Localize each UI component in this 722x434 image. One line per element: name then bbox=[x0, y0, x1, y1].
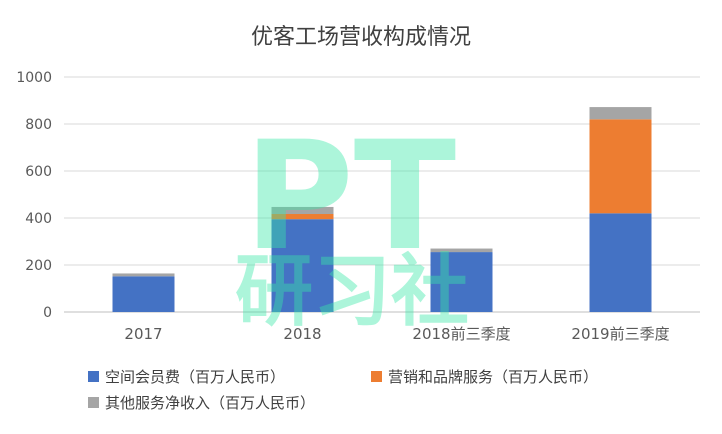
bar-segment-2 bbox=[589, 107, 652, 120]
chart-title: 优客工场营收构成情况 bbox=[251, 25, 471, 50]
bar-segment-1 bbox=[589, 119, 652, 214]
watermark: PT 研习社 bbox=[235, 110, 469, 337]
legend-swatch bbox=[88, 397, 99, 408]
y-tick-label: 600 bbox=[25, 164, 52, 180]
legend-swatch bbox=[371, 371, 382, 382]
x-tick-label: 2017 bbox=[124, 325, 162, 343]
watermark-pt: PT bbox=[244, 110, 456, 284]
y-tick-label: 800 bbox=[25, 117, 52, 133]
bar-segment-0 bbox=[271, 219, 334, 312]
watermark-yanxishe: 研习社 bbox=[235, 247, 469, 337]
y-tick-label: 200 bbox=[25, 258, 52, 274]
bar-segment-0 bbox=[430, 252, 493, 312]
legend-label: 空间会员费（百万人民币） bbox=[105, 368, 285, 386]
bar-segment-0 bbox=[112, 276, 175, 312]
y-tick-label: 0 bbox=[43, 305, 52, 321]
y-tick-label: 400 bbox=[25, 211, 52, 227]
bar-segment-0 bbox=[589, 213, 652, 312]
x-tick-label: 2018前三季度 bbox=[412, 325, 510, 343]
x-axis-ticks: 2017 2018 2018前三季度 2019前三季度 bbox=[124, 325, 669, 343]
y-tick-label: 1000 bbox=[16, 70, 52, 86]
legend-swatch bbox=[88, 371, 99, 382]
bars bbox=[112, 107, 652, 312]
bar-segment-1 bbox=[271, 214, 334, 220]
y-axis-ticks: 0 200 400 600 800 1000 bbox=[16, 70, 52, 321]
x-tick-label: 2019前三季度 bbox=[571, 325, 669, 343]
bar-segment-2 bbox=[271, 206, 334, 215]
legend-label: 营销和品牌服务（百万人民币） bbox=[388, 368, 598, 386]
bar-segment-2 bbox=[112, 273, 175, 277]
legend-label: 其他服务净收入（百万人民币） bbox=[105, 394, 315, 412]
x-tick-label: 2018 bbox=[283, 325, 321, 343]
legend: 空间会员费（百万人民币） 营销和品牌服务（百万人民币） 其他服务净收入（百万人民币） bbox=[88, 368, 598, 412]
bar-segment-2 bbox=[430, 248, 493, 253]
